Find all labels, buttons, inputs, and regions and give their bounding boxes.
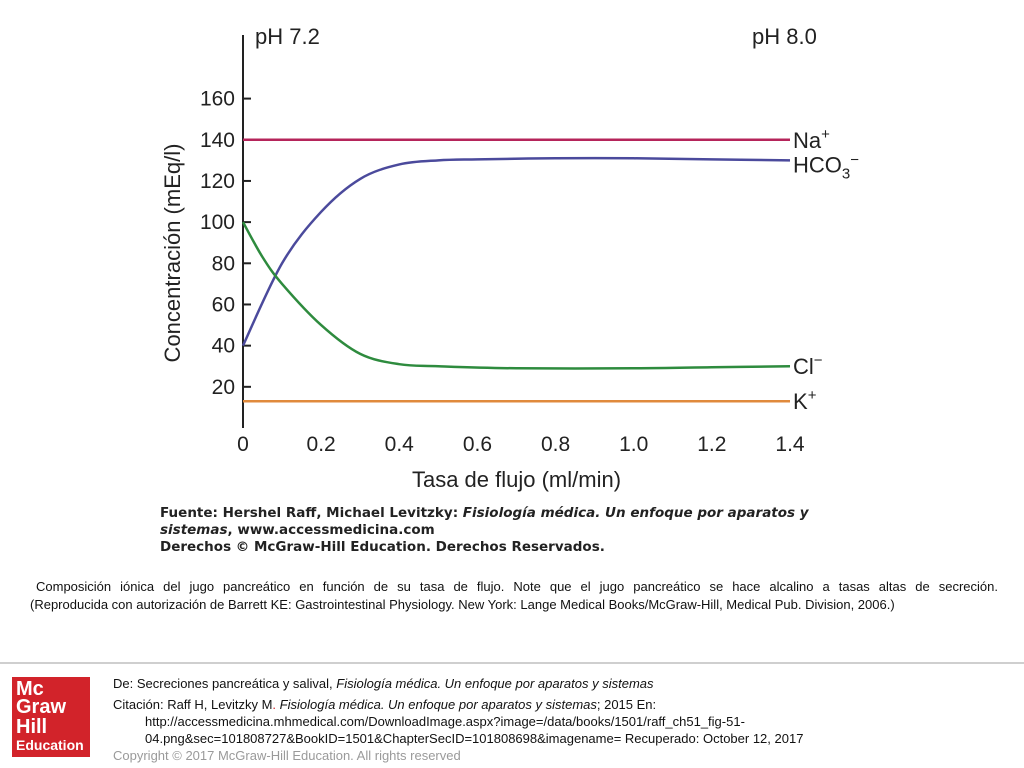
x-tick-label: 0: [237, 433, 249, 456]
logo-text-mc: Mc: [16, 678, 44, 700]
footer-copyright: Copyright © 2017 McGraw-Hill Education. …: [113, 748, 461, 763]
y-tick-label: 160: [200, 88, 235, 111]
source-book-title-2: sistemas: [160, 522, 228, 538]
footer-citation-prefix: Citación: Raff H, Levitzky M: [113, 697, 273, 712]
footer-divider: [0, 662, 1024, 664]
x-tick-label: 0.8: [541, 433, 570, 456]
y-tick-label: 60: [212, 293, 235, 316]
x-tick-label: 1.4: [775, 433, 805, 456]
y-tick-label: 140: [200, 129, 235, 152]
x-tick-label: 1.2: [697, 433, 726, 456]
logo-text-graw: Graw: [16, 696, 67, 718]
y-tick-label: 20: [212, 376, 235, 399]
y-tick-label: 80: [212, 252, 235, 275]
caption-line-1: Composición iónica del jugo pancreático …: [36, 579, 998, 594]
annotation-ph-left: pH 7.2: [255, 24, 320, 49]
y-tick-label: 100: [200, 211, 235, 234]
footer-citation-rest: ; 2015 En:: [596, 697, 657, 712]
series-label-3: K+: [793, 387, 817, 414]
x-axis-title: Tasa de flujo (ml/min): [412, 467, 621, 492]
logo-text-hill: Hill: [16, 716, 48, 738]
series-label-1: HCO3−: [793, 151, 859, 182]
figure-source: Fuente: Hershel Raff, Michael Levitzky: …: [160, 505, 860, 556]
source-line-1: Fuente: Hershel Raff, Michael Levitzky: …: [160, 505, 860, 522]
x-tick-label: 0.6: [463, 433, 492, 456]
source-book-title-1: Fisiología médica. Un enfoque por aparat…: [462, 505, 809, 521]
series-label-0: Na+: [793, 126, 830, 153]
source-authors: Fuente: Hershel Raff, Michael Levitzky:: [160, 505, 463, 521]
footer-url-1[interactable]: http://accessmedicina.mhmedical.com/Down…: [145, 714, 745, 729]
logo-text-education: Education: [16, 737, 84, 753]
footer-from: De: Secreciones pancreática y salival, F…: [113, 675, 1013, 692]
chart: 20 40 60 80 100 120 140 160 0 0.2 0.4 0.6 0.8 1.0 1.2 1…: [160, 24, 859, 492]
citation-footer: De: Secreciones pancreática y salival, F…: [113, 675, 1013, 764]
footer-from-book: Fisiología médica. Un enfoque por aparat…: [336, 676, 654, 691]
y-tick-label: 120: [200, 170, 235, 193]
series-label-2: Cl−: [793, 352, 823, 379]
chart-svg: 20 40 60 80 100 120 140 160 0 0.2 0.4 0.6 0.8 1.0 1.2 1…: [160, 24, 859, 492]
y-axis-title: Concentración (mEq/l): [160, 144, 185, 363]
source-line-3: Derechos © McGraw-Hill Education. Derech…: [160, 539, 605, 555]
source-website: , www.accessmedicina.com: [227, 522, 435, 538]
caption-line-2: (Reproducida con autorización de Barrett…: [30, 597, 895, 612]
series-line-2: [241, 221, 791, 370]
figure-caption: Composición iónica del jugo pancreático …: [30, 578, 998, 614]
footer-citation: Citación: Raff H, Levitzky M. Fisiología…: [113, 696, 1013, 713]
x-tick-label: 0.2: [307, 433, 336, 456]
y-tick-label: 40: [212, 335, 235, 358]
footer-citation-sep: .: [272, 697, 280, 712]
footer-from-prefix: De: Secreciones pancreática y salival,: [113, 676, 337, 691]
annotation-ph-right: pH 8.0: [752, 24, 817, 49]
x-tick-label: 1.0: [619, 433, 648, 456]
mcgraw-hill-logo: Mc Graw Hill Education: [12, 677, 90, 757]
footer-url-2: 04.png&sec=101808727&BookID=1501&Chapter…: [145, 731, 804, 746]
x-tick-label: 0.4: [385, 433, 415, 456]
series-line-1: [241, 156, 791, 347]
footer-citation-book: Fisiología médica. Un enfoque por aparat…: [279, 697, 597, 712]
source-line-2: sistemas, www.accessmedicina.com: [160, 522, 860, 539]
